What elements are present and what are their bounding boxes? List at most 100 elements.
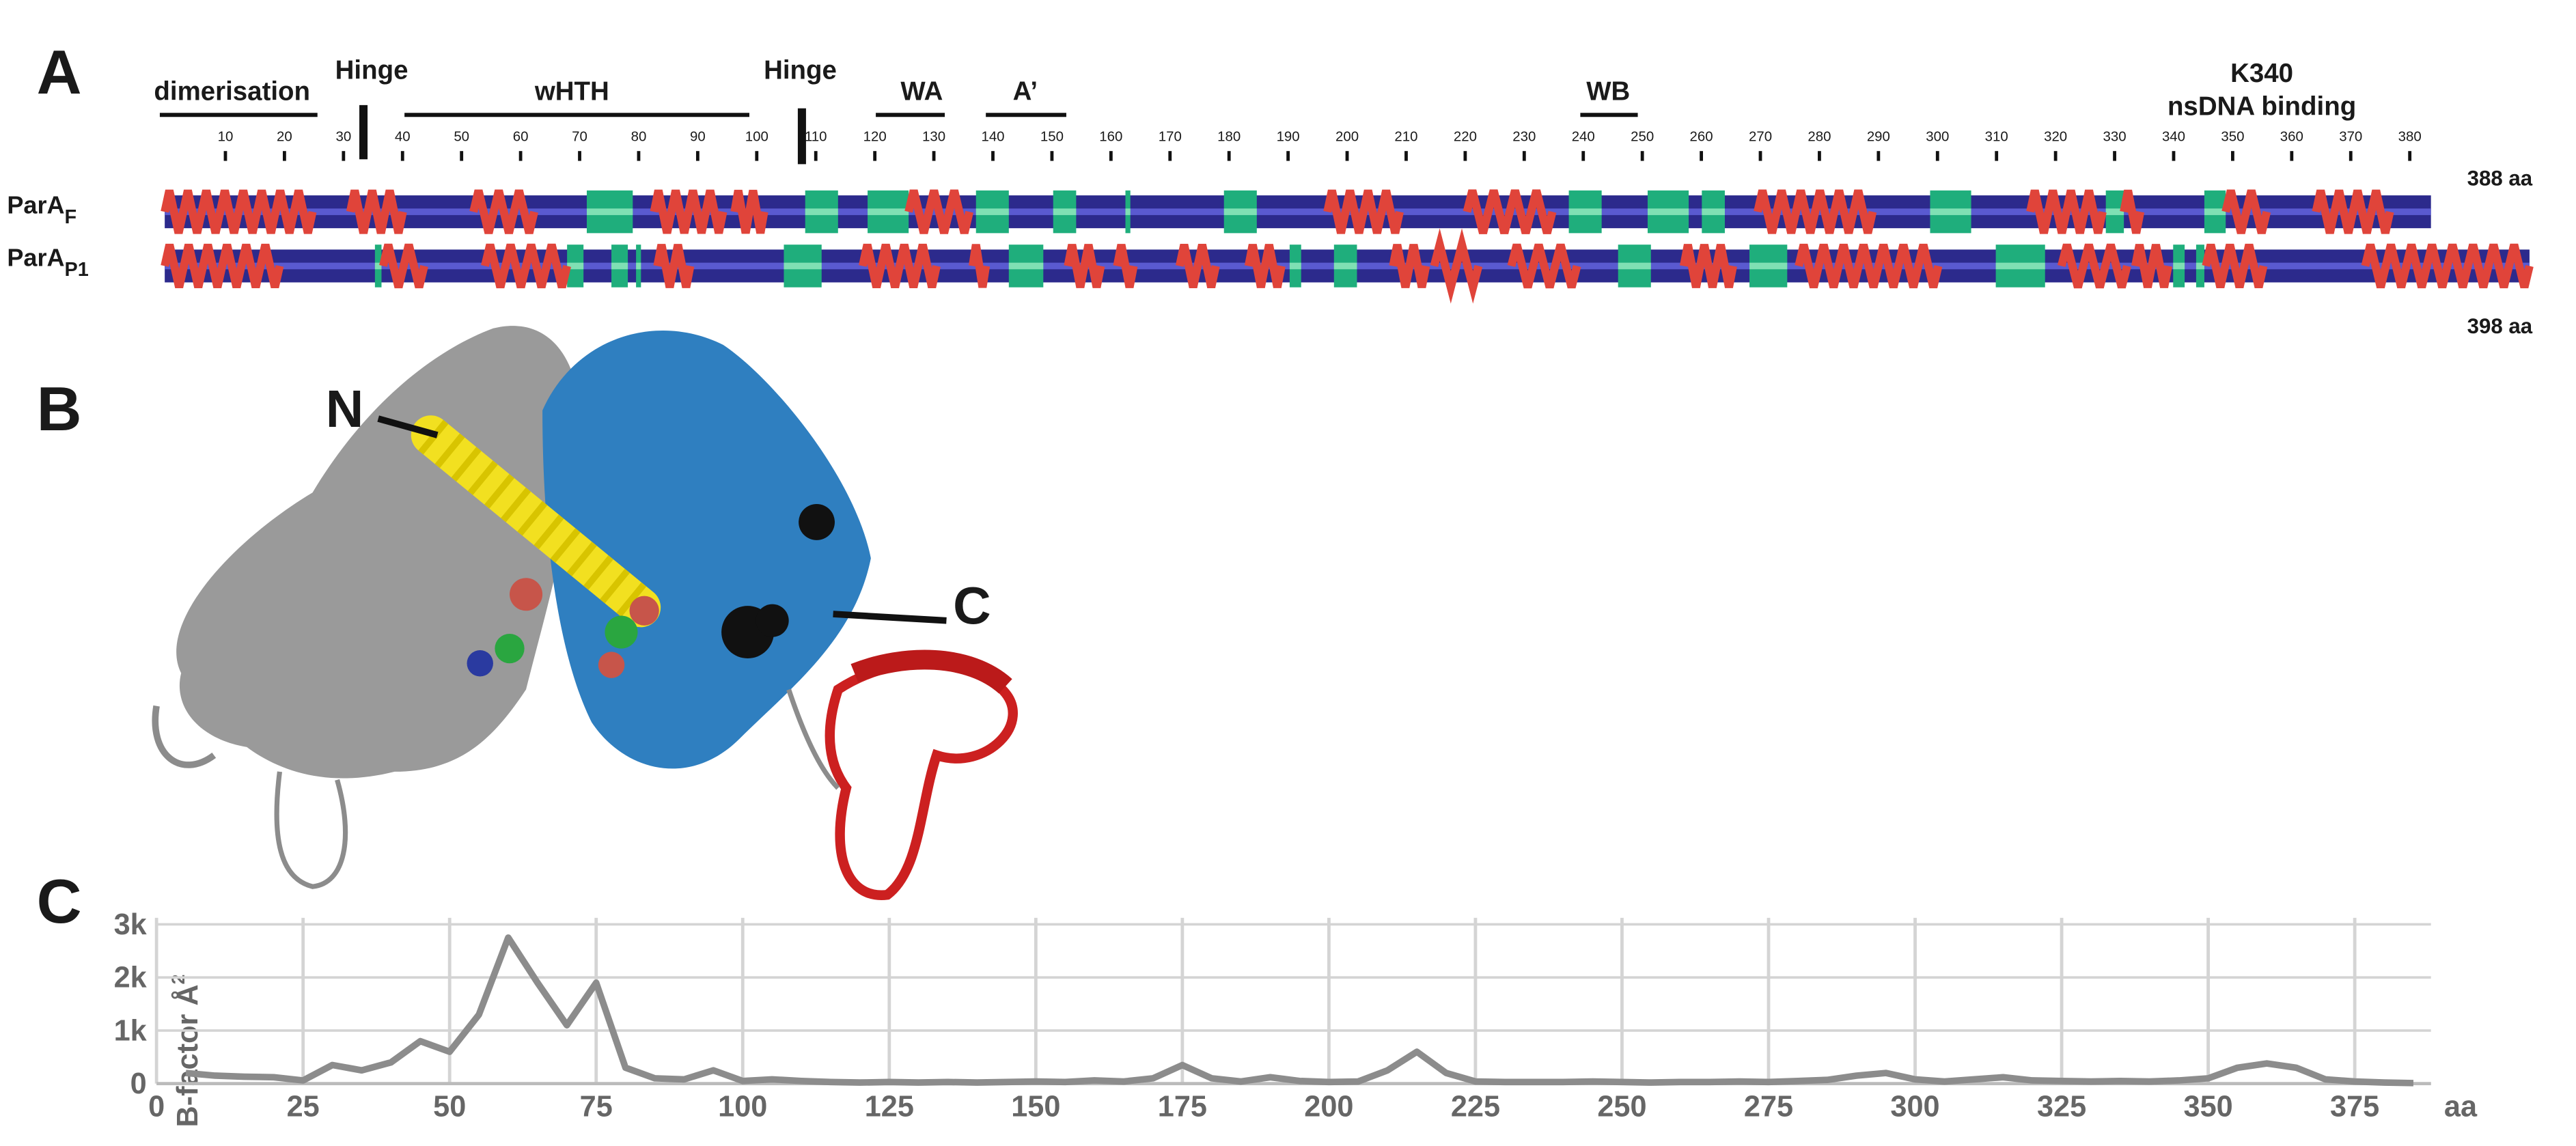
strand-highlight [805,208,838,215]
sphere [756,604,789,637]
helix [1175,243,1220,288]
ruler-label: 110 [805,130,827,145]
x-tick-label: 175 [1158,1091,1207,1123]
strand-highlight [1223,208,1257,215]
ruler-label: 260 [1690,130,1713,145]
ruler-label: 20 [277,130,292,145]
helix [1795,243,1943,289]
x-axis-label: aa [2444,1091,2478,1123]
x-tick-label: 150 [1011,1091,1060,1123]
strand-highlight [2105,208,2124,215]
helix [161,189,317,234]
ruler-label: 140 [981,130,1004,145]
y-tick-label: 3k [114,908,148,941]
ruler-label: 340 [2162,130,2185,145]
helix [346,189,407,234]
helix [968,244,991,288]
ruler-label: 90 [690,130,706,145]
ruler-label: 380 [2398,130,2422,145]
domain-label: dimerisation [154,77,310,107]
y-tick-label: 2k [114,962,148,994]
ruler-label: 70 [572,130,587,145]
secondary-structure-tracks [161,189,2534,304]
ruler-label: 330 [2103,130,2127,145]
strand-highlight [374,262,382,270]
ruler-label: 360 [2280,130,2303,145]
strand-highlight [1008,262,1044,270]
ruler-label: 160 [1099,130,1122,145]
domain-label: A’ [1013,77,1038,107]
subunit-red [825,656,1018,900]
helix [650,189,728,234]
ruler-label: 220 [1454,130,1477,145]
ruler-label: 180 [1217,130,1241,145]
linker [786,688,840,790]
x-tick-label: 75 [580,1091,613,1123]
subunit-grey [176,326,580,779]
strand-highlight [1995,262,2045,270]
x-tick-label: 275 [1744,1091,1793,1123]
ruler-label: 60 [513,130,529,145]
ruler-label: 210 [1394,130,1417,145]
x-tick-label: 125 [865,1091,914,1123]
helix [1754,189,1877,234]
ruler-label: 100 [745,130,768,145]
strand-highlight [975,208,1009,215]
helix [1679,244,1737,288]
domain-label: K340 [2230,59,2293,88]
helix [1389,244,1430,288]
terminus-pointer [833,611,947,624]
helix [2026,189,2107,234]
strand-highlight [611,262,628,270]
terminus-label: N [326,380,364,438]
x-tick-label: 300 [1890,1091,1939,1123]
strand-highlight [1289,262,1301,270]
ruler-label: 240 [1572,130,1595,145]
strand-highlight [1125,208,1131,215]
x-tick-label: 250 [1597,1091,1646,1123]
panel-label: A [37,38,82,107]
panel-label: C [37,867,82,936]
strand-highlight [1749,262,1788,270]
ruler-label: 40 [395,130,411,145]
helix [2221,189,2271,234]
protein-name: ParAP1 [7,243,88,280]
x-tick-label: 100 [718,1091,767,1123]
domain-annotations [159,104,1638,165]
strand-highlight [784,262,822,270]
x-tick-label: 25 [287,1091,320,1123]
ruler-label: 200 [1335,130,1359,145]
protein-name-main: ParA [7,191,64,219]
strand-highlight [1647,208,1689,215]
strand-highlight [2173,262,2185,270]
data-line [185,934,2414,1087]
x-tick-label: 0 [148,1091,165,1123]
ruler-label: 370 [2339,130,2362,145]
ruler-label: 50 [454,130,469,145]
y-tick-label: 1k [114,1014,148,1047]
y-axis-label-sup: 2 [168,975,189,985]
ruler-label: 10 [218,130,234,145]
protein-name-main: ParA [7,243,64,271]
helix [904,189,973,234]
terminus-pointer [377,415,439,438]
strand-highlight [1053,208,1077,215]
ruler-label: 280 [1808,130,1831,145]
strand-highlight [567,262,584,270]
helix [2057,243,2131,289]
ruler-label: 230 [1512,130,1536,145]
helix [1323,189,1404,234]
sphere [495,633,525,664]
ruler-label: 290 [1867,130,1890,145]
strand-highlight [1568,208,1602,215]
helix [1064,244,1105,288]
protein-subscript: F [65,206,77,228]
strand-highlight [636,262,641,270]
ruler-label: 250 [1631,130,1654,145]
length-label: 398 aa [2467,314,2533,338]
sphere [629,596,659,626]
length-label: 388 aa [2467,167,2533,191]
domain-label: Hinge [764,55,837,85]
ruler-label: 120 [863,130,887,145]
